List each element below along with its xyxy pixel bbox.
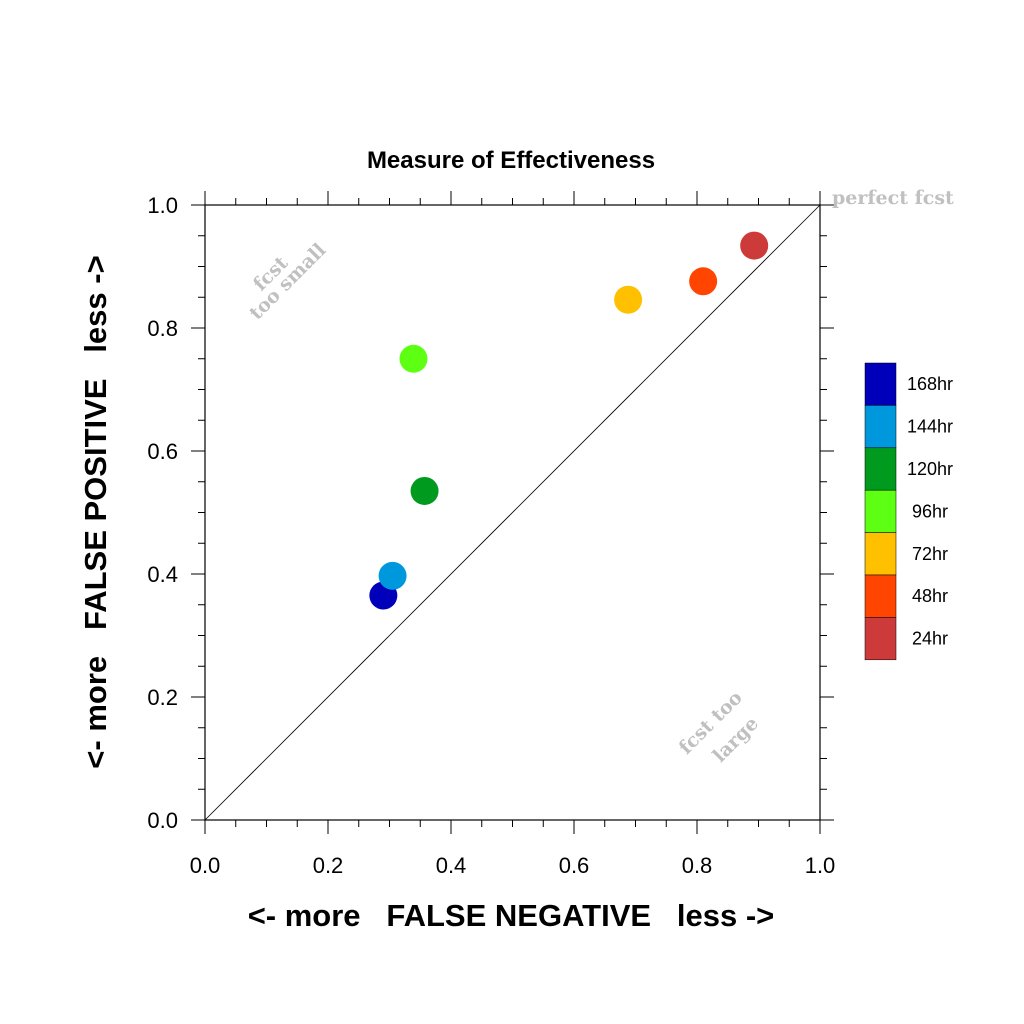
x-tick-labels: 0.0 0.2 0.4 0.6 0.8 1.0 bbox=[190, 853, 836, 878]
legend: 168hr 144hr 120hr 96hr 72hr 48hr 24hr bbox=[864, 362, 953, 661]
legend-swatch-144hr bbox=[864, 405, 897, 449]
point-24hr bbox=[740, 231, 769, 260]
x-tick-label: 0.4 bbox=[436, 853, 467, 878]
annotation-perfect-fcst: perfect fcst bbox=[832, 187, 954, 209]
x-tick-label: 0.8 bbox=[682, 853, 713, 878]
legend-swatch-168hr bbox=[864, 362, 897, 406]
legend-label-168hr: 168hr bbox=[907, 374, 953, 394]
legend-label-24hr: 24hr bbox=[912, 629, 948, 649]
legend-label-48hr: 48hr bbox=[912, 586, 948, 606]
point-96hr bbox=[399, 344, 428, 373]
x-tick-label: 0.6 bbox=[559, 853, 590, 878]
x-axis-label: <- more FALSE NEGATIVE less -> bbox=[248, 898, 775, 933]
diagonal-line bbox=[204, 204, 821, 821]
x-tick-label: 0.2 bbox=[313, 853, 344, 878]
y-tick-labels: 0.0 0.2 0.4 0.6 0.8 1.0 bbox=[147, 193, 178, 833]
legend-swatch-96hr bbox=[864, 489, 897, 533]
point-120hr bbox=[410, 476, 439, 505]
y-tick-label: 0.4 bbox=[147, 562, 178, 587]
data-points bbox=[369, 231, 769, 610]
y-tick-label: 0.0 bbox=[147, 808, 178, 833]
legend-label-144hr: 144hr bbox=[907, 417, 953, 437]
axis-ticks bbox=[191, 191, 834, 834]
legend-swatch-48hr bbox=[864, 574, 897, 618]
y-tick-label: 0.8 bbox=[147, 316, 178, 341]
point-144hr bbox=[378, 561, 407, 590]
x-tick-label: 0.0 bbox=[190, 853, 221, 878]
y-tick-label: 0.2 bbox=[147, 685, 178, 710]
legend-swatch-72hr bbox=[864, 532, 897, 576]
y-axis-label: <- more FALSE POSITIVE less -> bbox=[78, 255, 113, 768]
legend-label-96hr: 96hr bbox=[912, 501, 948, 521]
y-tick-label: 1.0 bbox=[147, 193, 178, 218]
point-48hr bbox=[689, 267, 718, 296]
point-72hr bbox=[614, 285, 643, 314]
legend-swatch-24hr bbox=[864, 617, 897, 661]
legend-label-72hr: 72hr bbox=[912, 544, 948, 564]
legend-swatch-120hr bbox=[864, 447, 897, 491]
x-tick-label: 1.0 bbox=[805, 853, 836, 878]
legend-label-120hr: 120hr bbox=[907, 459, 953, 479]
chart-title: Measure of Effectiveness bbox=[367, 147, 655, 174]
y-tick-label: 0.6 bbox=[147, 439, 178, 464]
